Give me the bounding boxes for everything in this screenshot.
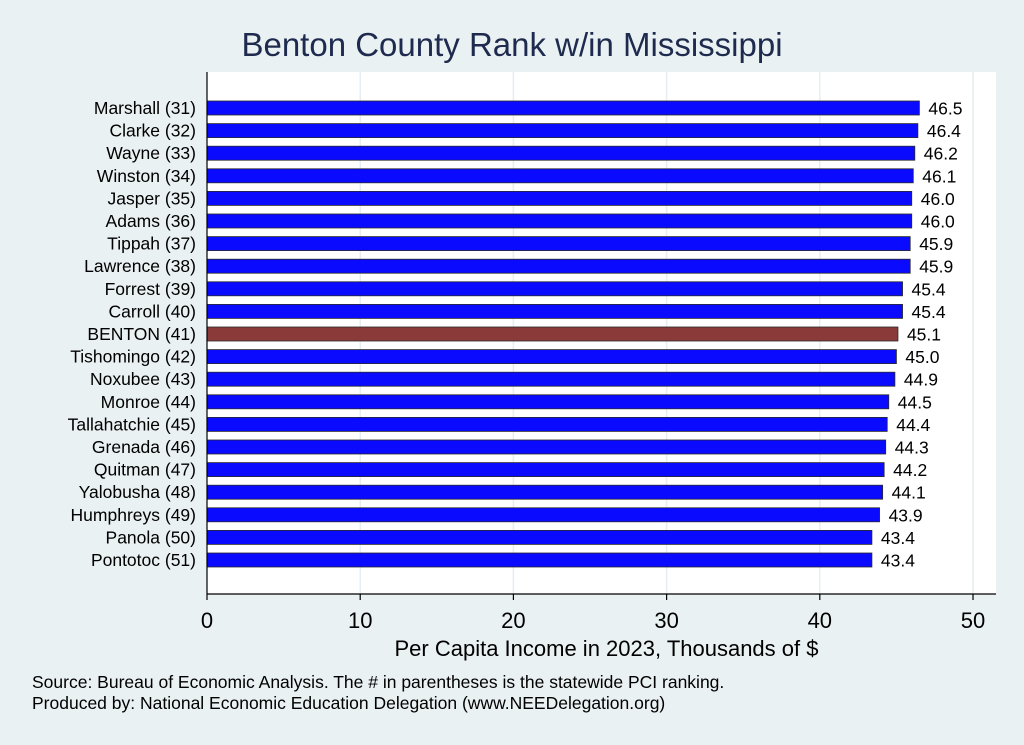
category-label: Forrest (39) [105, 279, 196, 299]
x-tick-label: 50 [961, 608, 985, 633]
value-label: 46.4 [927, 121, 961, 141]
value-label: 45.4 [912, 279, 946, 299]
bar [206, 394, 890, 410]
category-label: Pontotoc (51) [91, 550, 196, 570]
category-label: Clarke (32) [109, 121, 196, 141]
value-label: 46.0 [921, 189, 955, 209]
x-tick-label: 10 [348, 608, 372, 633]
value-label: 45.9 [919, 234, 953, 254]
bar [206, 100, 920, 116]
category-label: BENTON (41) [87, 324, 196, 344]
category-label: Jasper (35) [107, 188, 196, 208]
x-tick-label: 0 [201, 608, 213, 633]
category-label: Marshall (31) [94, 98, 196, 118]
category-label: Noxubee (43) [90, 369, 196, 389]
value-label: 45.9 [919, 257, 953, 277]
value-label: 44.2 [893, 460, 927, 480]
value-label: 44.3 [895, 438, 929, 458]
bar [206, 552, 873, 568]
value-label: 46.0 [921, 212, 955, 232]
bar [206, 439, 887, 455]
value-label: 44.4 [896, 415, 930, 435]
x-tick-label: 40 [808, 608, 832, 633]
bar [206, 258, 911, 274]
bar [206, 123, 919, 138]
category-label: Wayne (33) [106, 143, 196, 163]
bar [206, 236, 911, 252]
bar [206, 190, 913, 206]
category-label: Carroll (40) [108, 301, 196, 321]
category-label: Monroe (44) [101, 392, 196, 412]
category-label: Tippah (37) [107, 234, 196, 254]
value-label: 44.1 [892, 483, 926, 503]
bar [206, 213, 913, 229]
category-label: Adams (36) [106, 211, 196, 231]
x-axis-title: Per Capita Income in 2023, Thousands of … [395, 636, 819, 661]
source-note: Source: Bureau of Economic Analysis. The… [32, 672, 725, 692]
category-label: Lawrence (38) [84, 256, 196, 276]
bar [206, 168, 914, 184]
value-label: 45.0 [905, 347, 939, 367]
value-label: 46.2 [924, 144, 958, 164]
category-label: Yalobusha (48) [79, 482, 196, 502]
x-tick-label: 20 [501, 608, 525, 633]
produced-by-note: Produced by: National Economic Education… [32, 693, 666, 713]
value-label: 44.9 [904, 370, 938, 390]
category-label: Winston (34) [97, 166, 196, 186]
value-label: 43.4 [881, 528, 915, 548]
bar [206, 371, 896, 387]
bar [206, 462, 885, 478]
category-label: Tishomingo (42) [70, 347, 196, 367]
chart-title: Benton County Rank w/in Mississippi [241, 26, 783, 63]
bar [206, 484, 884, 500]
bar [206, 303, 903, 319]
value-label: 43.4 [881, 551, 915, 571]
value-label: 46.5 [928, 99, 962, 119]
bar [206, 145, 916, 161]
value-label: 45.4 [912, 302, 946, 322]
bar-highlight [206, 326, 899, 342]
bar [206, 281, 903, 297]
category-label: Grenada (46) [92, 437, 196, 457]
bar [206, 530, 873, 545]
bar [206, 507, 880, 523]
bar [206, 349, 897, 365]
x-tick-label: 30 [654, 608, 678, 633]
category-label: Humphreys (49) [71, 505, 196, 525]
value-label: 45.1 [907, 325, 941, 345]
category-label: Quitman (47) [94, 460, 196, 480]
category-label: Tallahatchie (45) [68, 414, 196, 434]
value-label: 44.5 [898, 392, 932, 412]
bar [206, 416, 888, 432]
value-label: 46.1 [922, 166, 956, 186]
category-label: Panola (50) [106, 527, 196, 547]
value-label: 43.9 [889, 505, 923, 525]
